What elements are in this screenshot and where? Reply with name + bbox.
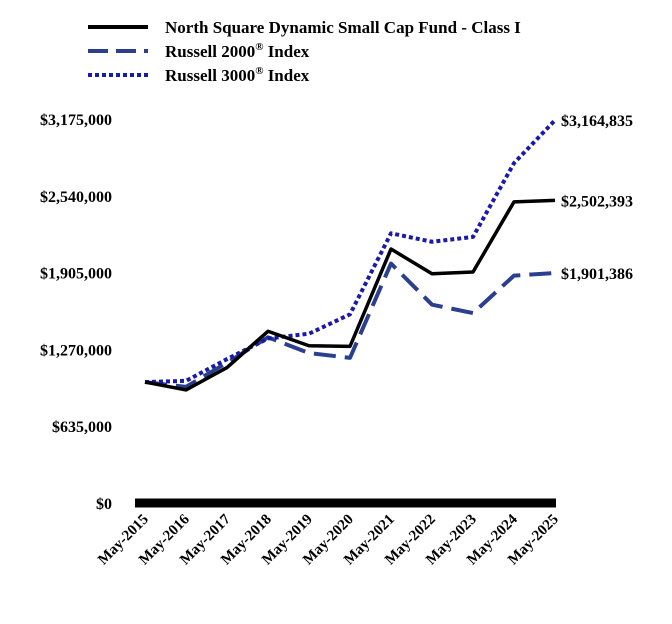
series-line-3 — [144, 118, 557, 385]
end-value-label-3: $3,164,835 — [561, 113, 633, 130]
y-tick-label: $1,905,000 — [40, 266, 112, 283]
legend: North Square Dynamic Small Cap Fund - Cl… — [88, 18, 521, 85]
series-line-1 — [144, 198, 556, 392]
end-value-label-1: $2,502,393 — [561, 193, 633, 210]
x-axis: May-2015May-2016May-2017May-2018May-2019… — [95, 498, 562, 568]
end-labels: $2,502,393 $1,901,386 $3,164,835 — [561, 113, 633, 283]
y-tick-label: $635,000 — [52, 419, 112, 436]
y-tick-label: $1,270,000 — [40, 342, 112, 359]
y-tick-label: $0 — [96, 496, 112, 513]
y-axis: $0 $635,000 $1,270,000 $1,905,000 $2,540,000… — [40, 112, 112, 513]
legend-label-1: North Square Dynamic Small Cap Fund - Cl… — [165, 18, 521, 37]
series-line-2 — [144, 261, 556, 389]
legend-label-2: Russell 2000® Index — [165, 41, 310, 61]
legend-label-3: Russell 3000® Index — [165, 65, 310, 85]
end-value-label-2: $1,901,386 — [561, 266, 633, 283]
y-tick-label: $3,175,000 — [40, 112, 112, 129]
series-layer — [144, 118, 557, 392]
y-tick-label: $2,540,000 — [40, 189, 112, 206]
